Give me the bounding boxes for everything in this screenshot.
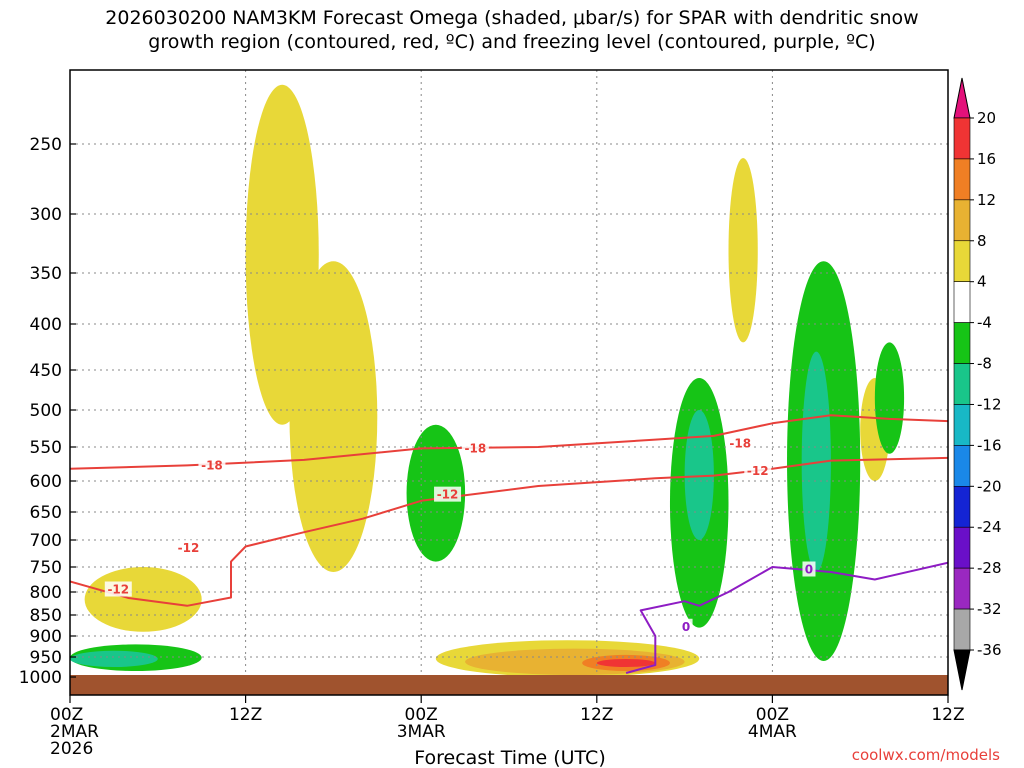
colorbar: 20 16 12 8 4 -4 -8 -12 -16 -20 -24 -28 -32 -36	[953, 77, 1002, 691]
colorbar-label-2: 12	[977, 191, 996, 209]
contour-line-1	[70, 456, 948, 607]
colorbar-label-10: -24	[977, 518, 1002, 536]
x-tick-label-0-1: 2MAR	[50, 722, 99, 742]
y-tick-label-400: 400	[30, 315, 62, 335]
contour-label-8: 0	[682, 620, 690, 634]
colorbar-segment-9	[953, 486, 971, 528]
y-tick-label-500: 500	[30, 401, 62, 421]
contour-label-5: -12	[437, 488, 459, 502]
x-tick-label-60-0: 12Z	[931, 705, 964, 725]
contour-label-4: -12	[107, 583, 129, 597]
contour-label-6: -12	[747, 464, 769, 478]
y-tick-label-750: 750	[30, 558, 62, 578]
colorbar-label-6: -8	[977, 355, 992, 373]
colorbar-label-8: -16	[977, 436, 1002, 454]
colorbar-label-3: 8	[977, 232, 987, 250]
y-tick-label-350: 350	[30, 264, 62, 284]
contour-label-0: -18	[201, 458, 223, 472]
y-tick-label-650: 650	[30, 503, 62, 523]
contour-label-bg-2	[726, 435, 754, 451]
colorbar-segment-2	[953, 199, 971, 242]
y-tick-label-1000: 1000	[19, 668, 62, 688]
x-tick-label-0-0: 00Z	[50, 705, 83, 725]
contour-label-7: 0	[805, 563, 813, 577]
colorbar-segment-0	[953, 117, 971, 160]
contour-label-bg-1	[461, 440, 489, 456]
credit-text: coolwx.com/models	[852, 746, 1000, 764]
x-axis-label: Forecast Time (UTC)	[414, 747, 605, 768]
x-tick-label-0-2: 2026	[50, 739, 93, 759]
contour-label-3: -12	[178, 541, 200, 555]
y-tick-label-900: 900	[30, 627, 62, 647]
y-tick-label-600: 600	[30, 472, 62, 492]
x-tick-label-36-0: 12Z	[580, 705, 613, 725]
omega-region-15	[70, 650, 158, 667]
colorbar-segment-12	[953, 608, 971, 651]
colorbar-bottom-triangle	[953, 649, 971, 691]
contour-label-bg-4	[104, 581, 132, 597]
plot-frame	[69, 69, 949, 696]
pressure-axis: 2503003504004505005506006507007508008509…	[19, 135, 76, 688]
colorbar-segment-7	[953, 404, 971, 446]
omega-shading	[70, 84, 905, 677]
omega-region-11	[684, 410, 714, 540]
y-tick-label-800: 800	[30, 583, 62, 603]
colorbar-top-triangle	[953, 77, 971, 119]
y-tick-label-850: 850	[30, 606, 62, 626]
colorbar-label-1: 16	[977, 150, 996, 168]
contour-label-bg-7	[802, 561, 816, 577]
omega-region-6	[596, 659, 656, 667]
contour-label-bg-6	[744, 462, 772, 478]
colorbar-label-9: -20	[977, 477, 1002, 495]
colorbar-segment-10	[953, 526, 971, 569]
temperature-contours: -18 -18 -18 -12 -12 -12 -12 0 0	[70, 414, 948, 674]
omega-region-16	[874, 342, 905, 454]
omega-region-1	[289, 261, 378, 572]
colorbar-segment-11	[953, 567, 971, 610]
colorbar-label-4: 4	[977, 273, 987, 291]
colorbar-label-0: 20	[977, 109, 996, 127]
x-tick-label-12-0: 12Z	[229, 705, 262, 725]
y-tick-label-450: 450	[30, 361, 62, 381]
y-tick-label-550: 550	[30, 438, 62, 458]
colorbar-segment-3	[953, 240, 971, 282]
colorbar-label-13: -36	[977, 641, 1002, 659]
colorbar-segment-1	[953, 158, 971, 201]
omega-region-7	[728, 158, 758, 343]
contour-label-2: -18	[729, 436, 751, 450]
x-tick-label-24-0: 00Z	[405, 705, 438, 725]
colorbar-segment-5	[953, 322, 971, 364]
ground-terrain	[70, 675, 948, 695]
contour-label-bg-8	[679, 618, 693, 634]
y-tick-label-700: 700	[30, 531, 62, 551]
colorbar-segment-4	[953, 281, 971, 323]
chart-title-line2: growth region (contoured, red, ºC) and f…	[148, 31, 875, 53]
y-tick-label-250: 250	[30, 135, 62, 155]
colorbar-label-11: -28	[977, 559, 1002, 577]
x-tick-label-24-1: 3MAR	[397, 722, 446, 742]
chart-title-line1: 2026030200 NAM3KM Forecast Omega (shaded…	[105, 7, 918, 29]
contour-line-2	[625, 561, 948, 674]
colorbar-segment-6	[953, 363, 971, 405]
contour-line-0	[70, 414, 948, 470]
contour-label-1: -18	[464, 441, 486, 455]
colorbar-label-12: -32	[977, 600, 1002, 618]
colorbar-segment-8	[953, 445, 971, 487]
contour-label-bg-3	[175, 540, 203, 556]
x-tick-label-48-1: 4MAR	[748, 722, 797, 742]
y-tick-label-300: 300	[30, 205, 62, 225]
x-tick-label-48-0: 00Z	[756, 705, 789, 725]
contour-label-bg-5	[434, 486, 462, 502]
y-tick-label-950: 950	[30, 648, 62, 668]
colorbar-label-7: -12	[977, 395, 1002, 413]
contour-label-bg-0	[198, 457, 226, 473]
colorbar-label-5: -4	[977, 314, 992, 332]
